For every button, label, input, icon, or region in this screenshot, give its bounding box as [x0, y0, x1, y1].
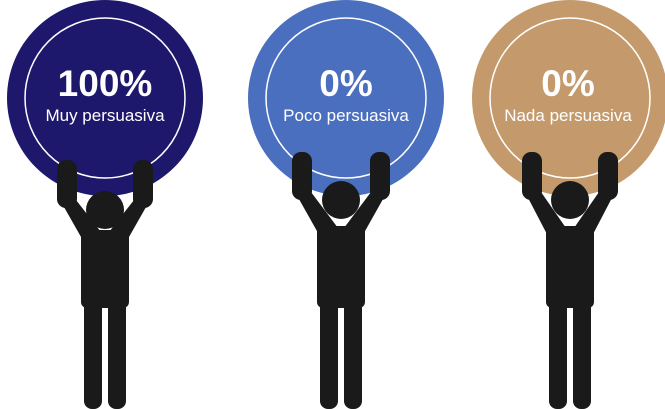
figure-nada-persuasiva: 0% Nada persuasiva: [468, 0, 665, 409]
person-holding-circle-icon: [472, 0, 665, 409]
person-silhouette-icon: [292, 152, 390, 409]
circle-ring: [24, 17, 186, 179]
person-holding-circle-icon: [7, 0, 203, 409]
circle-badge: [472, 0, 665, 196]
figure-muy-persuasiva: 100% Muy persuasiva: [5, 0, 205, 409]
circle-ring: [265, 17, 427, 179]
person-silhouette-icon: [522, 152, 618, 409]
person-holding-circle-icon: [248, 0, 444, 409]
figure-poco-persuasiva: 0% Poco persuasiva: [246, 0, 446, 409]
circle-badge: [248, 0, 444, 196]
circle-badge: [7, 0, 203, 196]
circle-ring: [489, 17, 651, 179]
person-silhouette-icon: [57, 160, 153, 409]
